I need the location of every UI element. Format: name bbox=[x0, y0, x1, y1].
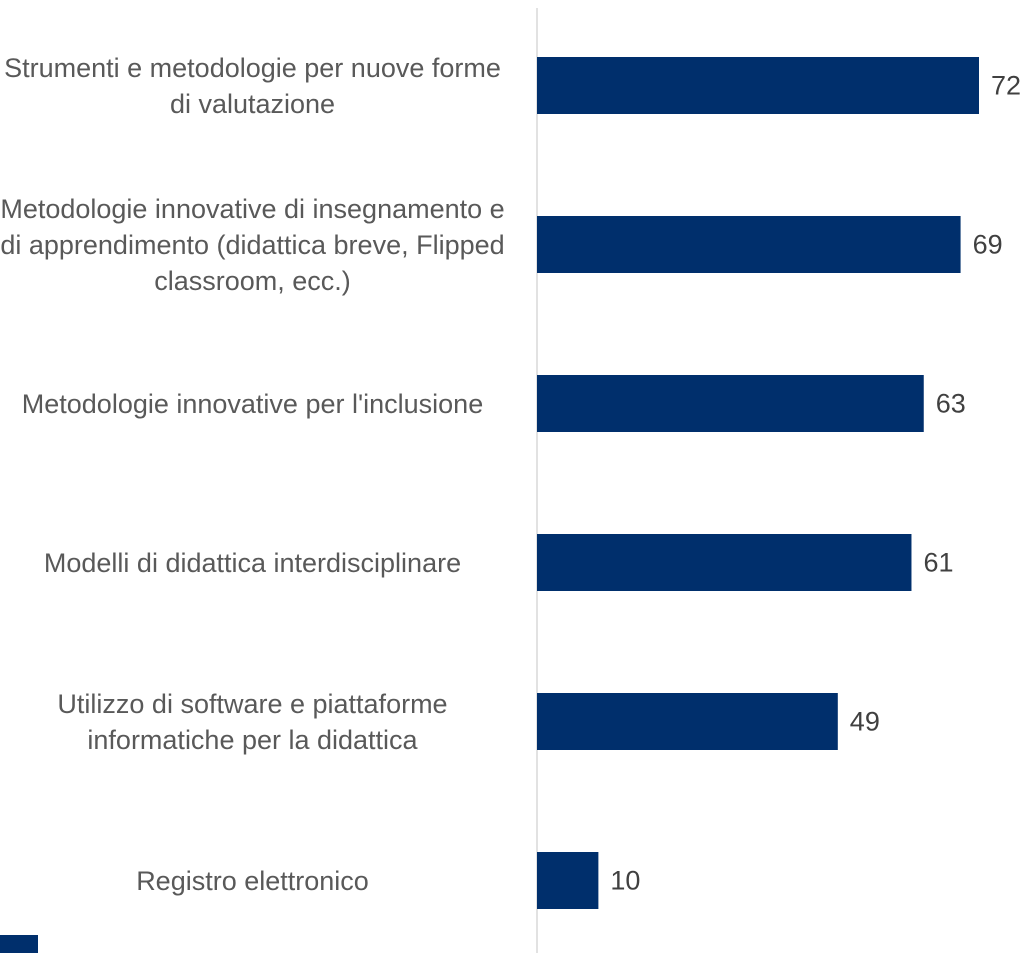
category-text: Strumenti e metodologie per nuove forme … bbox=[4, 52, 501, 119]
category-label: Strumenti e metodologie per nuove forme … bbox=[0, 6, 505, 165]
value-label: 63 bbox=[936, 389, 966, 419]
bar bbox=[537, 534, 912, 591]
category-text: Registro elettronico bbox=[136, 865, 369, 896]
bar bbox=[537, 375, 924, 432]
category-text: Metodologie innovative per l'inclusione bbox=[21, 388, 484, 419]
bar bbox=[537, 216, 961, 273]
bar bbox=[537, 57, 979, 114]
category-text: Modelli di didattica interdisciplinare bbox=[43, 547, 462, 578]
category-text: Utilizzo di software e piattaforme infor… bbox=[57, 688, 448, 755]
value-label: 61 bbox=[923, 548, 953, 578]
category-label: Registro elettronico bbox=[0, 801, 505, 960]
category-label: Modelli di didattica interdisciplinare bbox=[0, 483, 505, 642]
value-label: 10 bbox=[610, 866, 640, 896]
value-label: 49 bbox=[850, 707, 880, 737]
category-label: Utilizzo di software e piattaforme infor… bbox=[0, 642, 505, 801]
bar bbox=[537, 852, 599, 909]
category-label: Metodologie innovative per l'inclusione bbox=[0, 324, 505, 483]
legend-swatch bbox=[0, 935, 38, 953]
value-label: 69 bbox=[973, 230, 1003, 260]
bar bbox=[537, 693, 838, 750]
category-label: Metodologie innovative di insegnamento e… bbox=[0, 165, 505, 324]
value-label: 72 bbox=[991, 71, 1021, 101]
category-text: Metodologie innovative di insegnamento e… bbox=[0, 193, 505, 296]
